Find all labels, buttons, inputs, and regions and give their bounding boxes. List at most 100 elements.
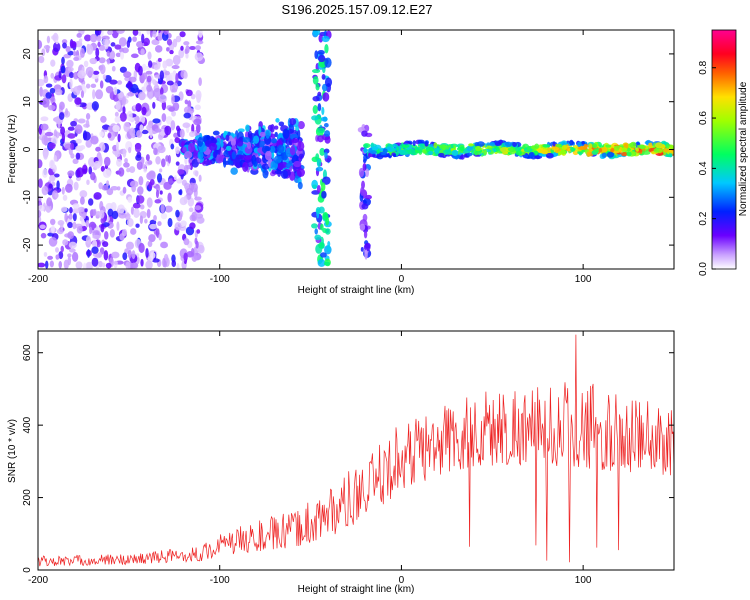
snr-frame [37,330,675,571]
heatmap-cell [225,134,230,141]
heatmap-cell [542,144,551,148]
heatmap-cell [238,154,245,160]
heatmap-cell [91,257,99,267]
heatmap-cell [49,260,54,268]
heatmap-cell [62,42,67,49]
heatmap-cell [67,133,76,139]
heatmap-cell [147,60,153,68]
heatmap-cell [165,116,173,125]
heatmap-cell [128,76,137,83]
heatmap-cell [588,143,593,149]
heatmap-cell [110,185,119,191]
snr-series-line [38,334,674,567]
heatmap-cell [179,31,186,38]
heatmap-cell [99,209,105,219]
heatmap-cell [116,221,120,231]
heatmap-cell [323,122,329,128]
heatmap-cell [73,71,79,80]
snr-ytick-label: 400 [22,416,33,433]
heatmap-cell [58,112,65,120]
heatmap-cell [102,241,109,248]
heatmap-cell [109,79,118,85]
heatmap-cell [197,150,204,160]
heatmap-cell [561,144,568,151]
heatmap-cell [105,262,112,269]
heatmap-cell [490,150,494,155]
heatmap-cell [312,184,317,189]
heatmap-cell [98,44,106,51]
heatmap-cell [161,158,166,168]
heatmap-cell [142,72,148,80]
heatmap-cell [125,261,131,269]
heatmap-cell [145,260,153,269]
heatmap-cell [127,36,132,43]
heatmap-cell [41,48,46,57]
heatmap-cell [150,252,156,259]
heatmap-cell [195,213,204,219]
heatmap-cell [111,65,116,72]
heatmap-cell [107,30,114,35]
heatmap-cell [193,150,199,160]
heatmap-cell [122,252,128,261]
heatmap-cell [237,128,245,133]
heatmap-cell [318,242,325,249]
heatmap-cell [134,115,140,122]
heatmap-cell [135,102,142,112]
heatmap-cell [198,77,202,87]
heatmap-cell [171,110,176,117]
heatmap-cell [144,218,148,224]
heatmap-cell [171,94,175,105]
heatmap-cell [194,52,204,62]
heatmap-cell [145,247,149,258]
heatmap-cell [47,255,53,260]
heatmap-cell [322,176,331,185]
heatmap-cell [244,146,253,154]
heatmap-cell [315,166,324,172]
heatmap-cell [147,160,153,165]
colorbar-tick-label: 0.4 [698,161,709,175]
heatmap-cell [115,141,119,152]
heatmap-ytick-label: -20 [22,237,33,252]
heatmap-cell [669,144,674,150]
heatmap-cell [210,135,215,141]
heatmap-cell [312,105,319,114]
heatmap-cell [100,224,105,233]
heatmap-cell [182,146,187,153]
heatmap-cell [72,221,77,230]
heatmap-cell [153,87,162,99]
heatmap-cell [441,145,450,151]
heatmap-cell [154,199,162,204]
heatmap-cell [106,180,110,187]
heatmap-cell [70,142,75,151]
heatmap-cell [68,71,74,79]
heatmap-cell [39,224,46,229]
heatmap-cell [160,241,169,249]
heatmap-cell [183,112,192,119]
heatmap-cell [382,148,388,154]
heatmap-cell [365,168,370,178]
heatmap-cell [104,39,109,50]
heatmap-cell [38,55,45,64]
heatmap-cell [153,214,157,222]
heatmap-cell [72,158,79,165]
heatmap-cell [119,112,127,122]
heatmap-cell [610,147,615,153]
heatmap-cell [114,150,121,158]
snr-xlabel: Height of straight line (km) [298,584,415,595]
heatmap-cell [113,260,119,265]
heatmap-cell [663,148,670,153]
heatmap-cell [195,45,202,51]
heatmap-cell [285,162,291,169]
heatmap-cell [244,155,252,160]
heatmap-cell [49,159,55,170]
heatmap-cell [86,44,94,55]
heatmap-cell [42,168,48,178]
heatmap-cell [126,218,134,227]
heatmap-ylabel: Frequency (Hz) [7,115,18,184]
heatmap-cell [466,152,473,157]
heatmap-cell [417,139,425,145]
heatmap-cell [138,31,142,37]
heatmap-cell [46,197,53,207]
heatmap-cell [183,238,190,246]
heatmap-cell [91,101,99,111]
